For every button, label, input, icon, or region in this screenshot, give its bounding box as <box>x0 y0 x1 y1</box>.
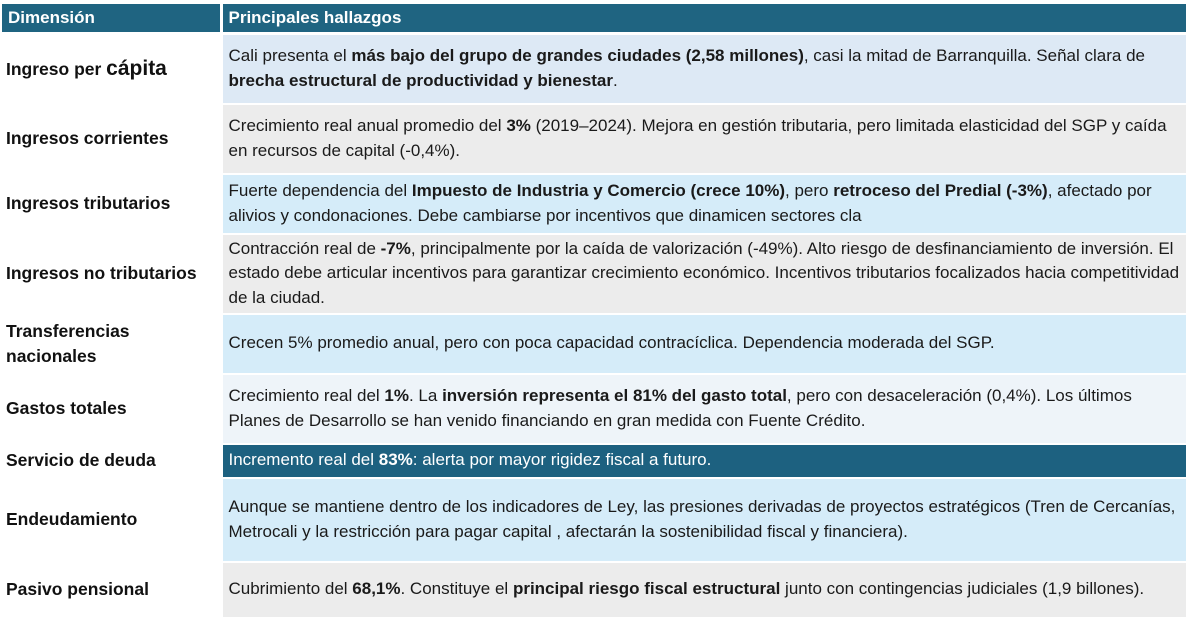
finding-text: , pero <box>785 181 834 200</box>
table-row: Ingresos tributarios Fuerte dependencia … <box>2 173 1186 235</box>
dimension-cell: Transferencias nacionales <box>2 313 223 374</box>
table-row: Gastos totales Crecimiento real del 1%. … <box>2 373 1186 445</box>
findings-table: Dimensión Principales hallazgos Ingreso … <box>2 4 1186 619</box>
finding-cell: Aunque se mantiene dentro de los indicad… <box>221 477 1186 563</box>
table-header: Dimensión Principales hallazgos <box>2 4 1186 35</box>
finding-text: Incremento real del <box>228 450 379 470</box>
finding-text: Cali presenta el <box>228 46 352 66</box>
finding-emphasis: Impuesto de Industria y Comercio (crece … <box>411 181 786 200</box>
finding-cell: Contracción real de -7%, principalmente … <box>221 233 1186 315</box>
table-row: Endeudamiento Aunque se mantiene dentro … <box>2 477 1186 563</box>
finding-text: , casi la mitad de Barranquilla. Señal c… <box>803 46 1145 66</box>
finding-cell: Fuerte dependencia del Impuesto de Indus… <box>221 173 1186 235</box>
finding-text: . La <box>408 386 443 405</box>
finding-emphasis: -7% <box>380 238 411 258</box>
header-row: Dimensión Principales hallazgos <box>2 4 1186 35</box>
finding-emphasis: retroceso del Predial (-3%) <box>833 181 1048 200</box>
finding-cell: Cali presenta el más bajo del grupo de g… <box>221 33 1186 105</box>
dimension-cell: Ingreso per cápita <box>2 33 223 104</box>
header-findings: Principales hallazgos <box>221 4 1186 35</box>
table-row: Servicio de deuda Incremento real del 83… <box>2 443 1186 479</box>
finding-text: . <box>613 70 618 90</box>
table-row: Ingresos corrientes Crecimiento real anu… <box>2 103 1186 175</box>
table-row: Ingresos no tributarios Contracción real… <box>2 233 1186 315</box>
table-row: Transferencias nacionales Crecen 5% prom… <box>2 313 1186 375</box>
finding-emphasis: brecha estructural de productividad y bi… <box>228 70 614 90</box>
finding-emphasis: 68,1% <box>352 579 401 599</box>
finding-emphasis: inversión representa el 81% del gasto to… <box>442 386 787 405</box>
dimension-cell: Ingresos no tributarios <box>2 233 223 314</box>
finding-text: Aunque se mantiene dentro de los indicad… <box>228 497 1176 541</box>
finding-emphasis: 83% <box>378 450 413 470</box>
dimension-label-emphasis: cápita <box>106 57 167 81</box>
finding-cell: Incremento real del 83%: alerta por mayo… <box>221 443 1186 479</box>
finding-cell: Cubrimiento del 68,1%. Constituye el pri… <box>221 561 1186 619</box>
finding-cell: Crecen 5% promedio anual, pero con poca … <box>221 313 1186 375</box>
finding-emphasis: 1% <box>384 386 409 405</box>
finding-text: junto con contingencias judiciales (1,9 … <box>780 579 1145 599</box>
finding-text: : alerta por mayor rigidez fiscal a futu… <box>412 450 712 470</box>
finding-text: Cubrimiento del <box>228 579 353 599</box>
dimension-cell: Endeudamiento <box>2 477 223 562</box>
finding-cell: Crecimiento real anual promedio del 3% (… <box>221 103 1186 175</box>
finding-text: (2019–2024). Mejora en gestión tributari… <box>228 116 1167 160</box>
dimension-cell: Ingresos tributarios <box>2 173 223 234</box>
table-row: Pasivo pensional Cubrimiento del 68,1%. … <box>2 561 1186 619</box>
finding-emphasis: principal riesgo fiscal estructural <box>512 579 781 599</box>
table-row: Ingreso per cápita Cali presenta el más … <box>2 33 1186 105</box>
finding-emphasis: 3% <box>506 116 531 135</box>
finding-text: . Constituye el <box>400 579 513 599</box>
finding-text: Contracción real de <box>228 238 381 258</box>
finding-text: Fuerte dependencia del <box>228 181 412 200</box>
dimension-cell: Pasivo pensional <box>2 561 223 618</box>
finding-text: , pero con desaceleración (0,4%). Los úl… <box>228 386 1132 430</box>
finding-text: Crecimiento real anual promedio del <box>228 116 507 135</box>
finding-text: , afectado por alivios y condonaciones. … <box>228 181 1152 225</box>
dimension-cell: Gastos totales <box>2 373 223 444</box>
finding-text: , principalmente por la caída de valoriz… <box>228 238 1180 307</box>
header-dimension: Dimensión <box>2 4 223 35</box>
finding-text: Crecen 5% promedio anual, pero con poca … <box>228 333 995 353</box>
finding-cell: Crecimiento real del 1%. La inversión re… <box>221 373 1186 445</box>
finding-emphasis: más bajo del grupo de grandes ciudades (… <box>351 46 804 66</box>
dimension-label: Ingreso per <box>6 59 107 80</box>
dimension-cell: Servicio de deuda <box>2 443 223 478</box>
dimension-cell: Ingresos corrientes <box>2 103 223 174</box>
finding-text: Crecimiento real del <box>228 386 385 405</box>
